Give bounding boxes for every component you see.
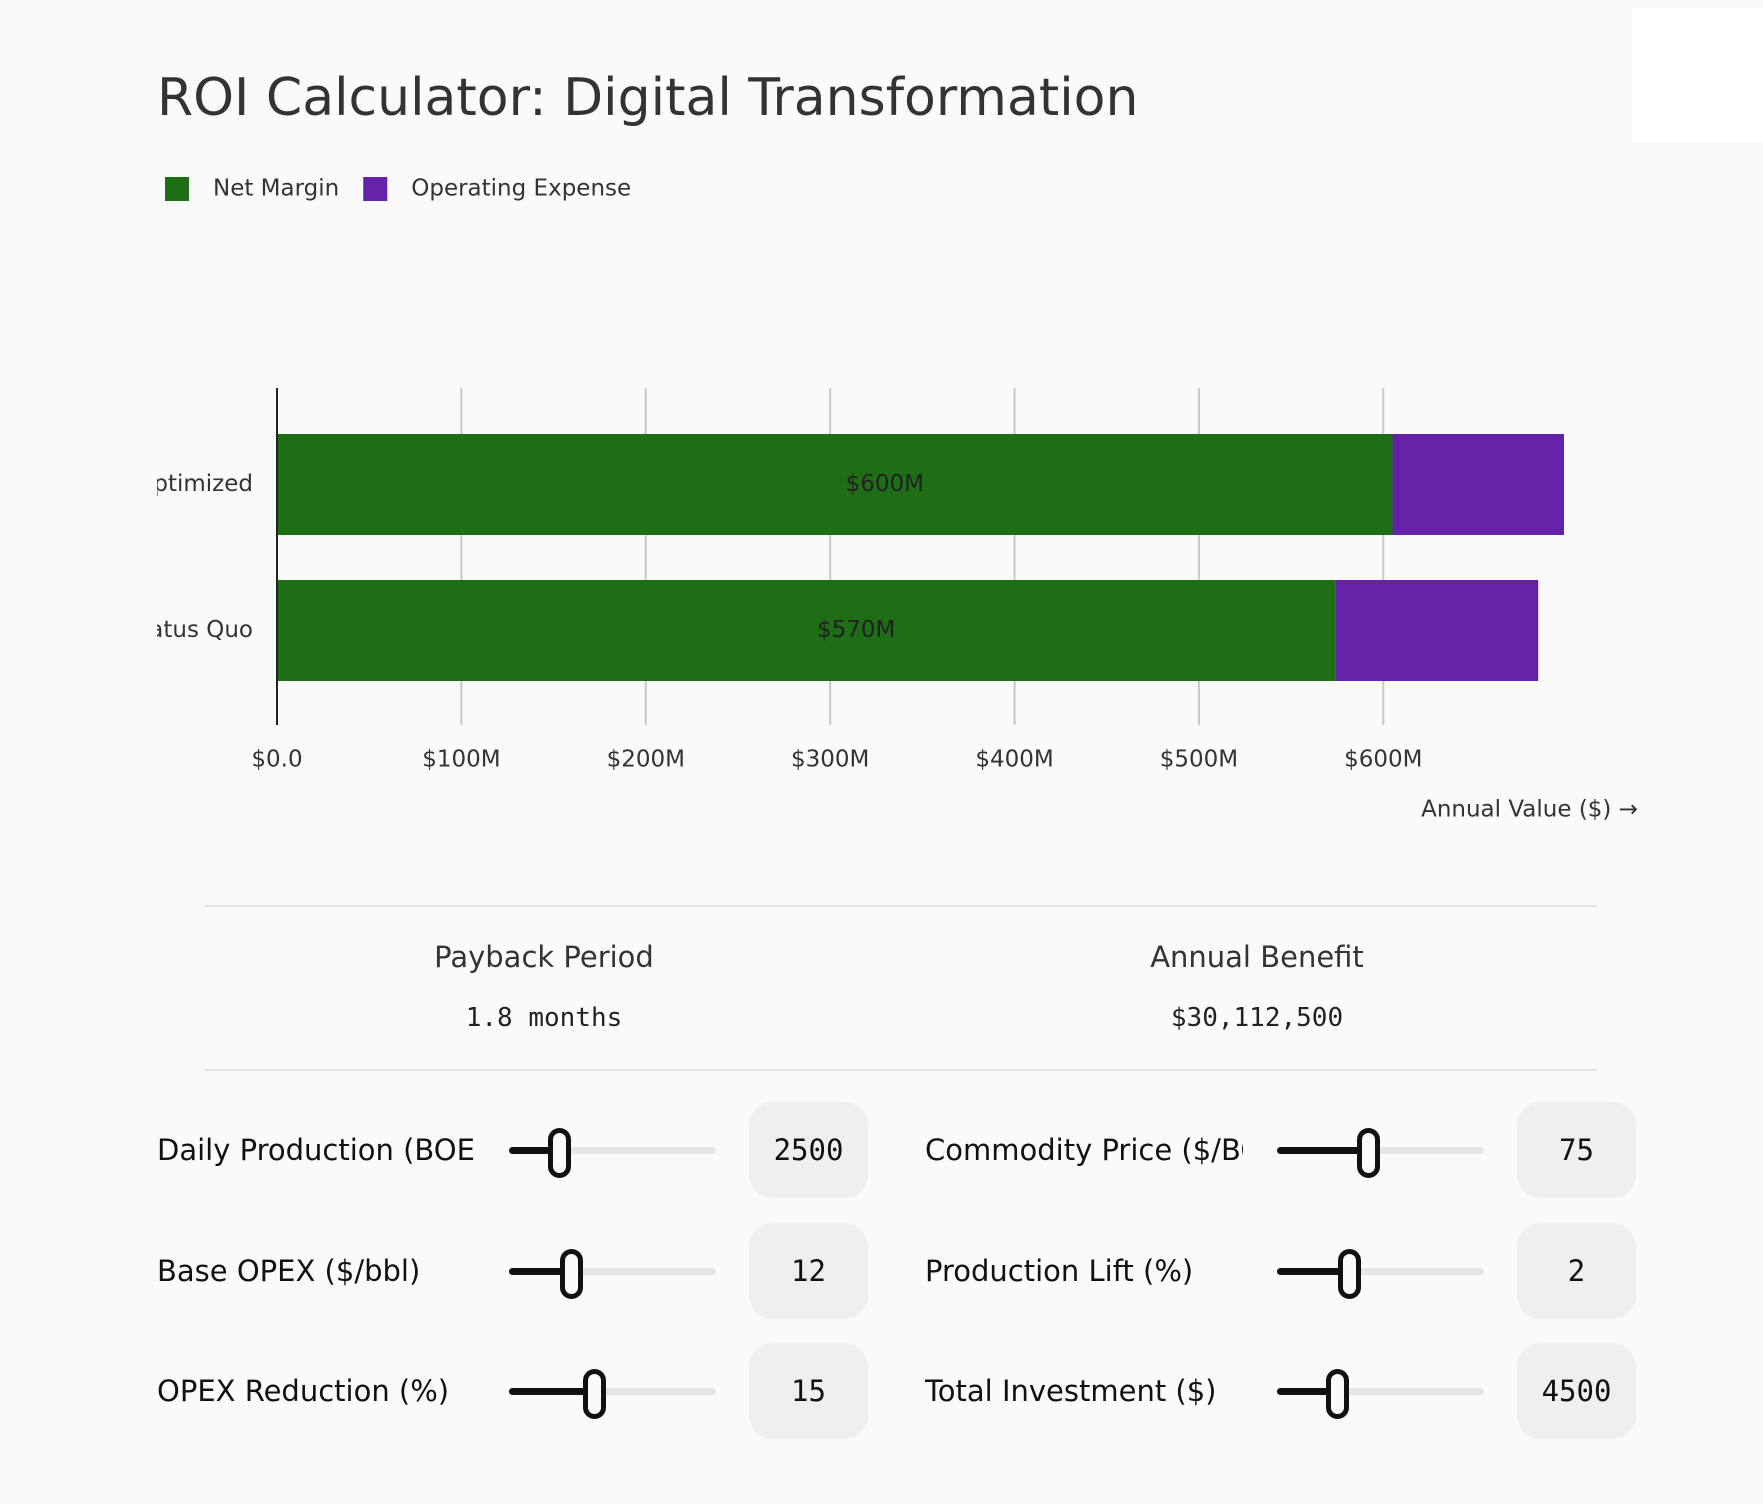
metric-value: $30,112,500	[1170, 1003, 1344, 1033]
slider-thumb[interactable]	[1338, 1249, 1362, 1299]
legend-swatch	[363, 177, 388, 201]
slider-fill	[1277, 1388, 1338, 1395]
slider[interactable]	[509, 1369, 716, 1419]
control-value[interactable]: 15	[749, 1343, 868, 1439]
bar-segment	[277, 580, 1336, 681]
divider	[205, 905, 1597, 907]
y-tick-label: Status Quo	[126, 617, 253, 643]
slider-thumb[interactable]	[560, 1249, 584, 1299]
bar-segment	[277, 434, 1393, 535]
slider-fill	[509, 1388, 594, 1395]
slider[interactable]	[509, 1249, 716, 1299]
legend-label: Net Margin	[213, 176, 339, 202]
data-label: $570M	[817, 617, 895, 643]
x-tick-label: $300M	[791, 747, 869, 773]
legend-label: Operating Expense	[411, 176, 631, 202]
legend-swatch	[165, 177, 189, 201]
control-value[interactable]: 75	[1517, 1102, 1636, 1198]
control-label: Production Lift (%)	[925, 1254, 1194, 1288]
legend: Net Margin Operating Expense	[165, 176, 631, 202]
x-tick-label: $500M	[1160, 747, 1238, 773]
metric-value: 1.8 months	[465, 1003, 623, 1033]
control-value[interactable]: 12	[749, 1223, 868, 1319]
data-label: $600M	[846, 471, 924, 497]
slider[interactable]	[509, 1128, 716, 1178]
slider[interactable]	[1277, 1369, 1484, 1419]
divider	[205, 1069, 1597, 1071]
x-tick-label: $400M	[975, 747, 1053, 773]
slider-fill	[1277, 1268, 1350, 1275]
chart: ROI Calculator: Digital Transformation N…	[126, 68, 1638, 823]
control-value[interactable]: 2	[1517, 1223, 1636, 1319]
corner-panel	[1632, 8, 1763, 143]
control-value[interactable]: 2500	[749, 1102, 868, 1198]
slider-fill	[1277, 1147, 1369, 1154]
control-value[interactable]: 4500	[1517, 1343, 1636, 1439]
control-label: OPEX Reduction (%)	[157, 1374, 450, 1408]
slider-thumb[interactable]	[582, 1369, 606, 1419]
x-tick-label: $0.0	[251, 747, 302, 773]
bar-segment	[1392, 434, 1564, 535]
y-tick-label: Optimized	[135, 471, 253, 497]
slider[interactable]	[1277, 1128, 1484, 1178]
slider[interactable]	[1277, 1249, 1484, 1299]
x-axis-title: Annual Value ($) →	[1421, 797, 1638, 823]
control-label: Base OPEX ($/bbl)	[157, 1254, 421, 1288]
x-tick-label: $100M	[422, 747, 500, 773]
control-label: Daily Production (BOE/d)	[157, 1133, 475, 1167]
x-tick-label: $600M	[1344, 747, 1422, 773]
control-label: Total Investment ($)	[925, 1374, 1217, 1408]
slider-thumb[interactable]	[1326, 1369, 1350, 1419]
slider-fill	[509, 1268, 572, 1275]
x-tick-label: $200M	[607, 747, 685, 773]
metric-label: Payback Period	[434, 940, 654, 974]
slider-thumb[interactable]	[547, 1128, 571, 1178]
slider-thumb[interactable]	[1357, 1128, 1381, 1178]
metric-label: Annual Benefit	[1150, 940, 1364, 974]
slider-fill	[509, 1147, 559, 1154]
bar-segment	[1335, 580, 1539, 681]
chart-title: ROI Calculator: Digital Transformation	[157, 68, 1138, 128]
control-label: Commodity Price ($/BOE)	[925, 1133, 1243, 1167]
